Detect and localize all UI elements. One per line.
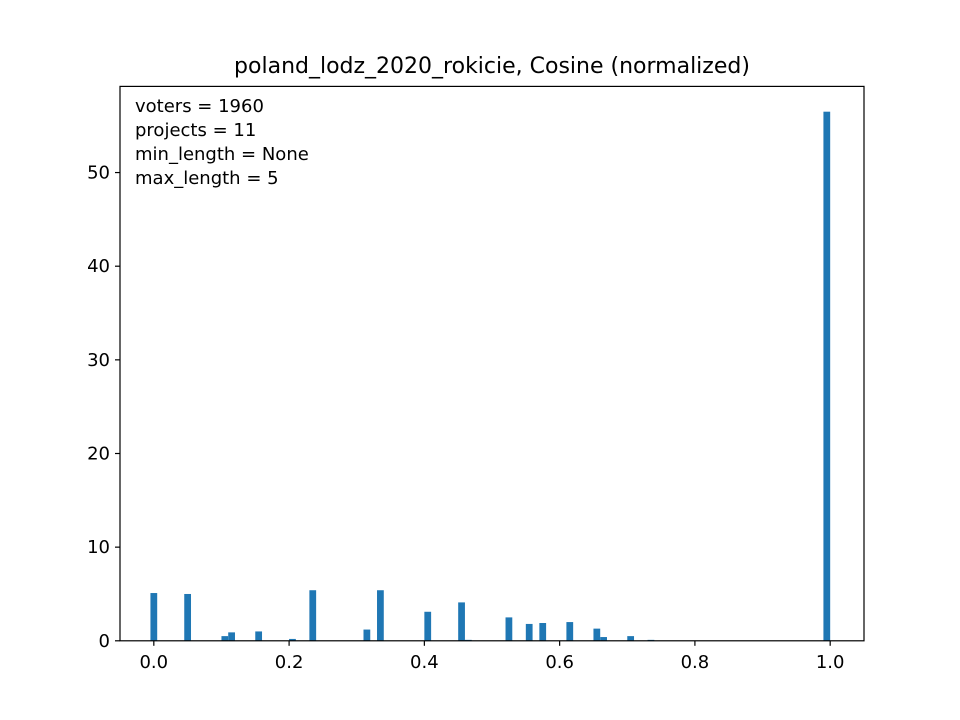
- histogram-bar: [255, 631, 263, 641]
- histogram-bar: [458, 602, 465, 641]
- stats-annotation: voters = 1960 projects = 11 min_length = N…: [135, 96, 309, 189]
- histogram-bar: [221, 636, 229, 641]
- histogram-bar: [627, 636, 635, 641]
- y-tick-label: 0: [99, 631, 110, 652]
- histogram-bar: [539, 623, 547, 641]
- y-tick-label: 30: [87, 350, 110, 371]
- y-tick-label: 10: [87, 537, 110, 558]
- y-axis: 0 10 20 30 40 50: [87, 163, 120, 652]
- annotation-line: min_length = None: [135, 144, 309, 165]
- y-tick-label: 40: [87, 256, 110, 277]
- x-tick-label: 0.6: [545, 652, 574, 673]
- x-tick-label: 0.4: [410, 652, 439, 673]
- annotation-line: voters = 1960: [135, 96, 264, 117]
- histogram-bar: [363, 629, 371, 641]
- histogram-bar: [505, 617, 513, 641]
- x-tick-label: 0.8: [681, 652, 710, 673]
- histogram-bar: [184, 593, 192, 641]
- histogram-bar: [600, 637, 607, 641]
- x-tick-label: 1.0: [816, 652, 845, 673]
- histogram-bar: [525, 623, 533, 641]
- histogram-bar: [228, 632, 235, 641]
- histogram-bar: [377, 590, 384, 641]
- bars-group: [150, 111, 831, 641]
- annotation-line: projects = 11: [135, 120, 256, 141]
- chart-title: poland_lodz_2020_rokicie, Cosine (normal…: [234, 54, 750, 79]
- x-tick-label: 0.0: [139, 652, 168, 673]
- histogram-bar: [309, 590, 317, 641]
- plot-frame: [119, 85, 865, 642]
- x-axis: 0.0 0.2 0.4 0.6 0.8 1.0: [139, 640, 845, 673]
- y-tick-label: 20: [87, 444, 110, 465]
- histogram-bar: [566, 622, 574, 641]
- histogram-bar: [150, 593, 158, 641]
- y-tick-label: 50: [87, 163, 110, 184]
- histogram-bar: [289, 638, 296, 641]
- histogram-bar: [424, 611, 432, 641]
- histogram-bar: [823, 111, 831, 641]
- x-tick-label: 0.2: [275, 652, 304, 673]
- histogram-bar: [593, 628, 601, 641]
- annotation-line: max_length = 5: [135, 168, 279, 189]
